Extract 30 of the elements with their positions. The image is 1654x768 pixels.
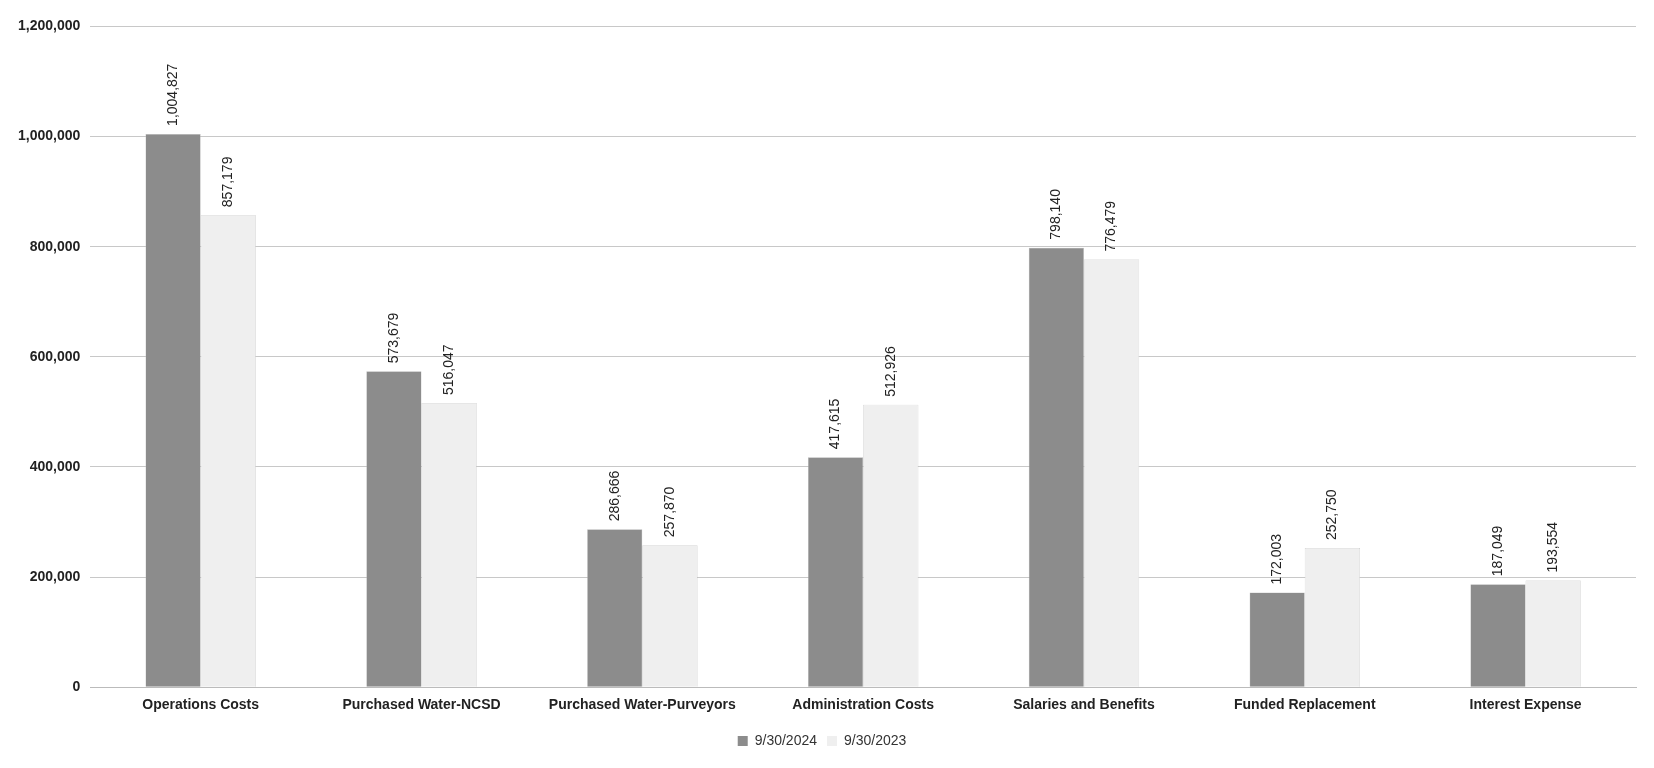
data-label: 187,049: [1488, 525, 1505, 577]
y-tick-label: 200,000: [29, 567, 81, 584]
data-label: 286,666: [605, 470, 622, 522]
x-tick-label: Purchased Water-Purveyors: [548, 696, 737, 713]
y-tick-label: 0: [72, 678, 81, 695]
x-tick-label: Salaries and Benefits: [1013, 696, 1155, 713]
x-tick-label: Interest Expense: [1469, 696, 1582, 713]
data-label: 798,140: [1047, 188, 1064, 240]
legend-label: 9/30/2024: [754, 731, 818, 748]
data-label: 857,179: [219, 156, 236, 208]
x-tick-label: Purchased Water-NCSD: [342, 696, 501, 713]
y-tick-label: 600,000: [29, 347, 81, 364]
data-label: 776,479: [1102, 200, 1119, 252]
data-label: 516,047: [439, 344, 456, 396]
data-label: 257,870: [660, 486, 677, 538]
legend-label: 9/30/2023: [844, 731, 907, 748]
y-tick-label: 1,200,000: [17, 17, 81, 34]
y-tick-label: 400,000: [29, 457, 81, 474]
data-label: 193,554: [1544, 521, 1561, 573]
data-label: 1,004,827: [163, 63, 180, 126]
x-tick-label: Operations Costs: [142, 696, 260, 713]
x-tick-label: Funded Replacement: [1233, 696, 1376, 713]
data-label: 417,615: [826, 398, 843, 450]
y-tick-label: 1,000,000: [17, 127, 81, 144]
x-tick-label: Administration Costs: [792, 696, 935, 713]
data-label: 252,750: [1323, 489, 1340, 541]
data-label: 512,926: [881, 345, 898, 397]
y-tick-label: 800,000: [29, 237, 81, 254]
data-label: 172,003: [1268, 533, 1285, 585]
data-label: 573,679: [384, 312, 401, 364]
